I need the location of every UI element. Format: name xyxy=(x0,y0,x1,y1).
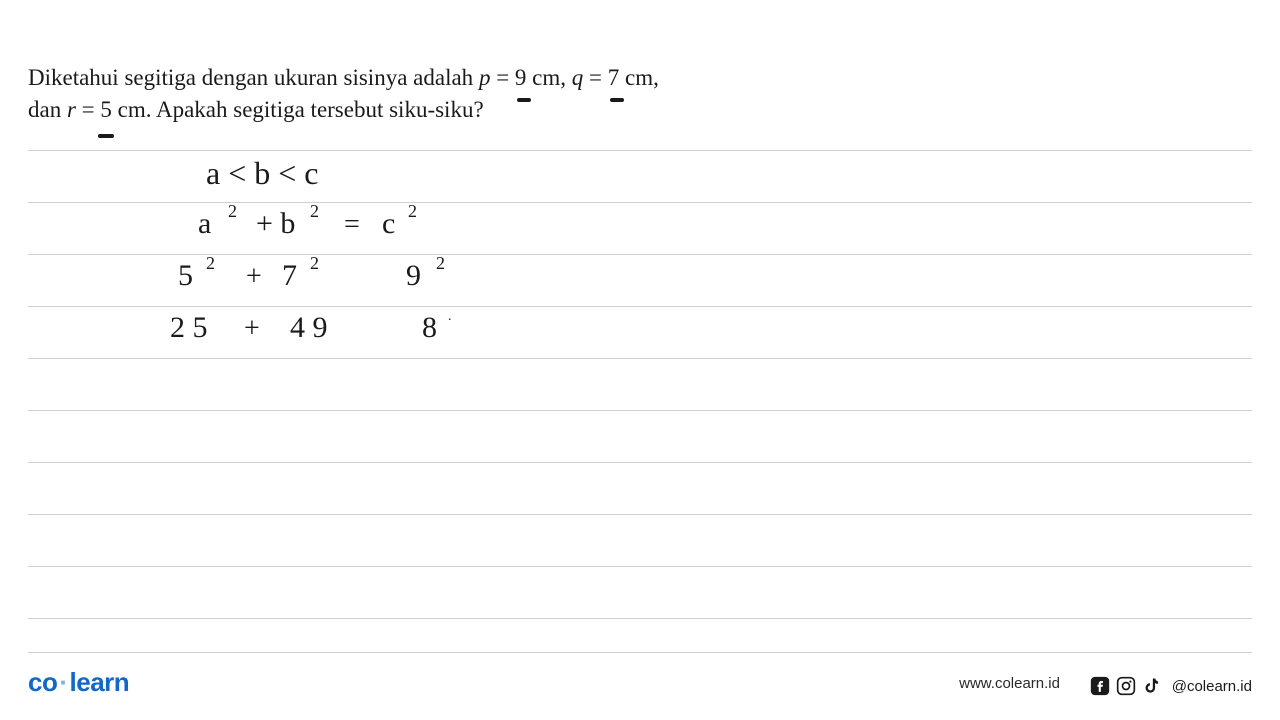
hand-5-sq: 2 xyxy=(206,253,215,274)
rule-line-6 xyxy=(28,462,1252,514)
hand-line-0: a < b < c xyxy=(206,155,319,192)
question-line2-pre: dan xyxy=(28,97,67,122)
hand-a: a xyxy=(198,207,211,241)
val-q: 7 xyxy=(608,62,620,94)
val-p: 9 xyxy=(515,62,527,94)
hand-9: 9 xyxy=(406,259,421,293)
rule-line-4 xyxy=(28,358,1252,410)
logo: co·learn xyxy=(28,667,129,698)
hand-plus-b: + b xyxy=(256,207,295,241)
hand-7: 7 xyxy=(282,259,297,293)
rule-line-9 xyxy=(28,618,1252,619)
rule-line-7 xyxy=(28,514,1252,566)
hand-25: 2 5 xyxy=(170,311,208,345)
page-root: Diketahui segitiga dengan ukuran sisinya… xyxy=(0,0,1280,720)
rule-line-3: 2 5 + 4 9 8 . xyxy=(28,306,1252,358)
logo-part1: co xyxy=(28,667,57,697)
hand-8-dot: . xyxy=(448,309,452,325)
hand-c-sq: 2 xyxy=(408,201,417,222)
question-block: Diketahui segitiga dengan ukuran sisinya… xyxy=(28,62,1252,126)
logo-part2: learn xyxy=(70,667,130,697)
hand-49: 4 9 xyxy=(290,311,328,345)
instagram-icon[interactable] xyxy=(1116,676,1136,696)
hand-c: c xyxy=(382,207,395,241)
unit-p: cm, xyxy=(526,65,571,90)
unit-q: cm, xyxy=(619,65,659,90)
rule-line-0: a < b < c xyxy=(28,150,1252,202)
rule-line-2: 5 2 + 7 2 9 2 xyxy=(28,254,1252,306)
hand-eq: = xyxy=(344,209,360,241)
hand-a-sq: 2 xyxy=(228,201,237,222)
rule-line-8 xyxy=(28,566,1252,618)
hand-plus-2: + xyxy=(246,261,262,293)
val-r: 5 xyxy=(100,94,112,126)
var-r: r xyxy=(67,97,76,122)
rule-line-1: a 2 + b 2 = c 2 xyxy=(28,202,1252,254)
eq-r: = xyxy=(76,97,100,122)
var-p: p xyxy=(479,65,491,90)
hand-9-sq: 2 xyxy=(436,253,445,274)
unit-r: cm. Apakah segitiga tersebut siku-siku? xyxy=(112,97,484,122)
social-handle[interactable]: @colearn.id xyxy=(1172,678,1252,695)
hand-8: 8 xyxy=(422,311,437,345)
tiktok-icon[interactable] xyxy=(1142,676,1162,696)
question-line-2: dan r = 5 cm. Apakah segitiga tersebut s… xyxy=(28,94,1252,126)
footer-divider xyxy=(28,652,1252,653)
logo-dot: · xyxy=(59,667,67,697)
eq-p: = xyxy=(490,65,514,90)
footer-url[interactable]: www.colearn.id xyxy=(959,675,1060,692)
footer: co·learn www.colearn.id @colearn.id xyxy=(0,652,1280,698)
question-text-pre: Diketahui segitiga dengan ukuran sisinya… xyxy=(28,65,479,90)
facebook-icon[interactable] xyxy=(1090,676,1110,696)
hand-b-sq: 2 xyxy=(310,201,319,222)
hand-plus-3: + xyxy=(244,313,260,345)
socials: @colearn.id xyxy=(1090,676,1252,696)
ruled-notebook-area: a < b < c a 2 + b 2 = c 2 5 2 + 7 2 9 2 … xyxy=(28,150,1252,619)
var-q: q xyxy=(572,65,584,90)
hand-5: 5 xyxy=(178,259,193,293)
hand-7-sq: 2 xyxy=(310,253,319,274)
question-line-1: Diketahui segitiga dengan ukuran sisinya… xyxy=(28,62,1252,94)
eq-q: = xyxy=(583,65,607,90)
rule-line-5 xyxy=(28,410,1252,462)
